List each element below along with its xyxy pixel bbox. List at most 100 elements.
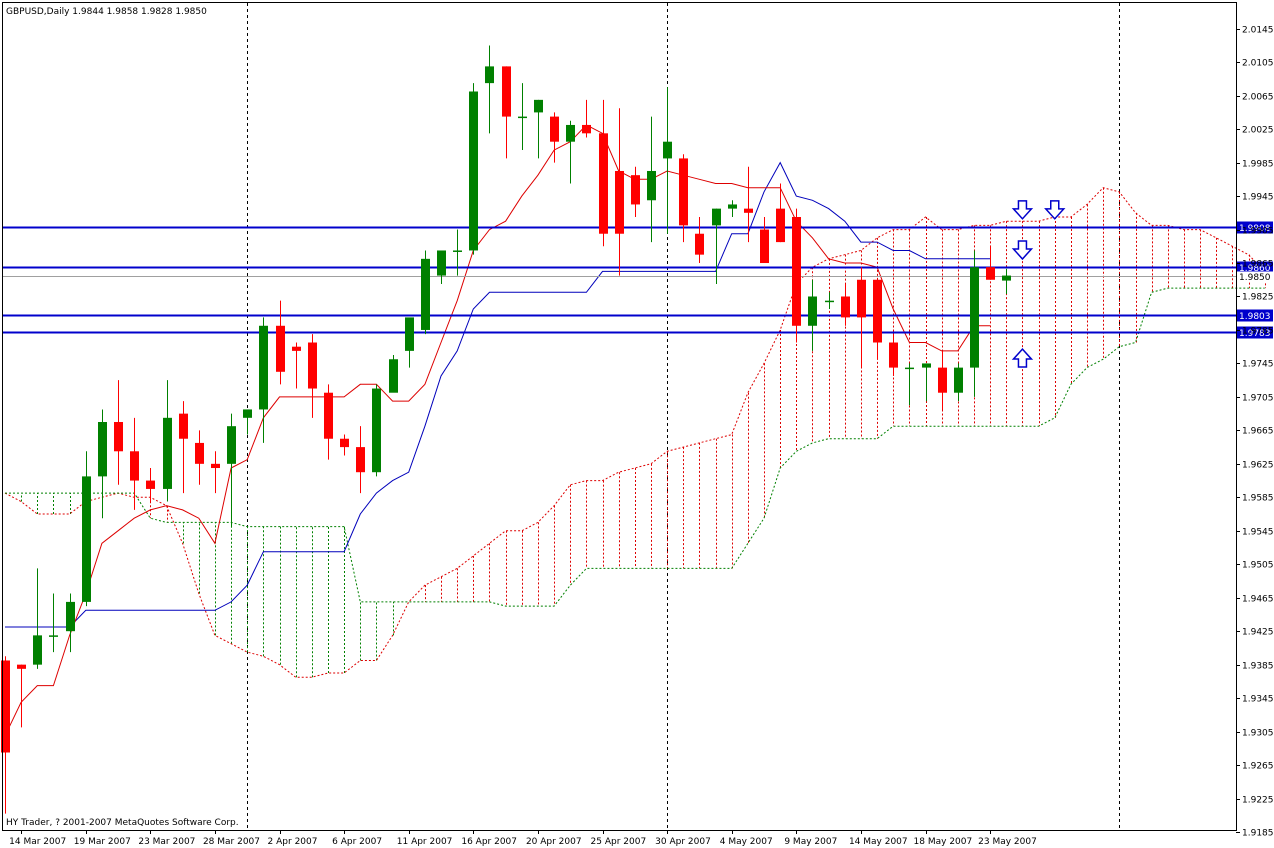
- x-tick-label: 19 Mar 2007: [74, 837, 131, 847]
- y-tick-label: 1.9185: [1242, 829, 1274, 839]
- level-badge-label: 1.9860: [1239, 264, 1271, 274]
- level-badge-label: 1.9783: [1239, 329, 1271, 339]
- y-tick-label: 1.9785: [1242, 327, 1274, 337]
- y-tick-label: 1.9825: [1242, 293, 1274, 303]
- candle-body: [163, 417, 172, 489]
- candle-body: [631, 175, 640, 205]
- candle-body: [760, 229, 769, 264]
- level-badge-label: 1.9908: [1239, 224, 1271, 234]
- y-tick-label: 1.9905: [1242, 227, 1274, 237]
- candle-body: [502, 66, 511, 117]
- down-arrow-icon: [1044, 200, 1066, 220]
- candle-body: [308, 342, 317, 389]
- x-tick-label: 25 Apr 2007: [591, 837, 647, 847]
- candle-body: [49, 635, 58, 637]
- candle-body: [259, 325, 268, 410]
- candle-body: [292, 346, 301, 351]
- level-badge: [1237, 261, 1273, 274]
- y-tick-label: 1.9425: [1242, 628, 1274, 638]
- y-tick-label: 1.9465: [1242, 595, 1274, 605]
- candle-body: [66, 601, 75, 632]
- level-badge: [1237, 221, 1273, 234]
- y-tick-label: 2.0145: [1242, 26, 1274, 36]
- candle-body: [599, 133, 608, 234]
- candle-body: [469, 91, 478, 251]
- x-tick-label: 4 May 2007: [720, 837, 773, 847]
- down-arrow-icon: [1011, 240, 1034, 261]
- x-tick-label: 16 Apr 2007: [461, 837, 517, 847]
- candle-body: [179, 413, 188, 439]
- candle-body: [211, 463, 220, 469]
- x-tick-label: 28 Mar 2007: [203, 837, 260, 847]
- candle-body: [1002, 275, 1011, 281]
- candle-body: [873, 279, 882, 343]
- candlesticks: [1, 45, 1011, 814]
- arrow-markers: [1011, 200, 1066, 368]
- candle-body: [421, 258, 430, 330]
- candle-body: [792, 217, 801, 326]
- x-tick-label: 6 Apr 2007: [332, 837, 382, 847]
- candle-body: [195, 442, 204, 464]
- y-tick-label: 1.9585: [1242, 494, 1274, 504]
- candle-body: [227, 426, 236, 464]
- x-tick-label: 30 Apr 2007: [655, 837, 711, 847]
- level-badge: [1237, 309, 1273, 322]
- candle-body: [1, 660, 10, 753]
- candle-body: [485, 66, 494, 84]
- y-tick-label: 1.9985: [1242, 160, 1274, 170]
- x-tick-label: 9 May 2007: [784, 837, 837, 847]
- x-tick-label: 11 Apr 2007: [397, 837, 453, 847]
- candle-body: [582, 124, 591, 134]
- candle-body: [114, 422, 123, 452]
- level-badge-label: 1.9803: [1239, 312, 1271, 322]
- candle-body: [776, 208, 785, 243]
- candle-body: [647, 170, 656, 201]
- candle-body: [33, 635, 42, 665]
- candle-body: [615, 170, 624, 234]
- candle-body: [938, 367, 947, 393]
- y-tick-label: 1.9225: [1242, 796, 1274, 806]
- candle-body: [550, 116, 559, 142]
- candle-body: [857, 279, 866, 318]
- candle-body: [130, 451, 139, 481]
- x-tick-label: 20 Apr 2007: [526, 837, 582, 847]
- time-axis: 14 Mar 2007 19 Mar 2007 23 Mar 2007 28 Mar …: [9, 830, 1037, 847]
- y-tick-label: 1.9705: [1242, 394, 1274, 404]
- x-tick-label: 18 May 2007: [914, 837, 973, 847]
- y-tick-label: 1.9545: [1242, 528, 1274, 538]
- y-tick-label: 1.9665: [1242, 427, 1274, 437]
- x-tick-label: 23 Mar 2007: [138, 837, 195, 847]
- copyright-text: HY Trader, ? 2001-2007 MetaQuotes Softwa…: [6, 818, 239, 828]
- candle-body: [243, 409, 252, 418]
- chart-title: GBPUSD,Daily 1.9844 1.9858 1.9828 1.9850: [6, 7, 207, 17]
- candle-body: [405, 317, 414, 351]
- candle-body: [356, 447, 365, 473]
- y-tick-label: 1.9505: [1242, 561, 1274, 571]
- candle-body: [808, 296, 817, 326]
- x-tick-label: 2 Apr 2007: [268, 837, 318, 847]
- candle-body: [744, 208, 753, 213]
- x-tick-label: 23 May 2007: [978, 837, 1037, 847]
- x-tick-label: 14 Mar 2007: [9, 837, 66, 847]
- candle-body: [340, 438, 349, 448]
- y-tick-label: 1.9385: [1242, 662, 1274, 672]
- candle-body: [437, 250, 446, 276]
- candle-body: [825, 300, 834, 303]
- candle-body: [663, 141, 672, 159]
- candle-body: [146, 480, 155, 489]
- plot-frame: [2, 2, 1237, 831]
- candle-body: [566, 124, 575, 142]
- candle-body: [453, 250, 462, 252]
- candle-body: [17, 664, 26, 669]
- current-price-label: 1.9850: [1239, 273, 1271, 283]
- candle-body: [534, 99, 543, 113]
- candle-body: [518, 116, 527, 119]
- y-tick-label: 1.9305: [1242, 729, 1274, 739]
- tenkan-sen-line: [4, 124, 991, 737]
- candle-body: [970, 267, 979, 368]
- candle-body: [922, 363, 931, 368]
- candle-body: [905, 367, 914, 370]
- candle-body: [889, 342, 898, 368]
- x-tick-label: 14 May 2007: [849, 837, 908, 847]
